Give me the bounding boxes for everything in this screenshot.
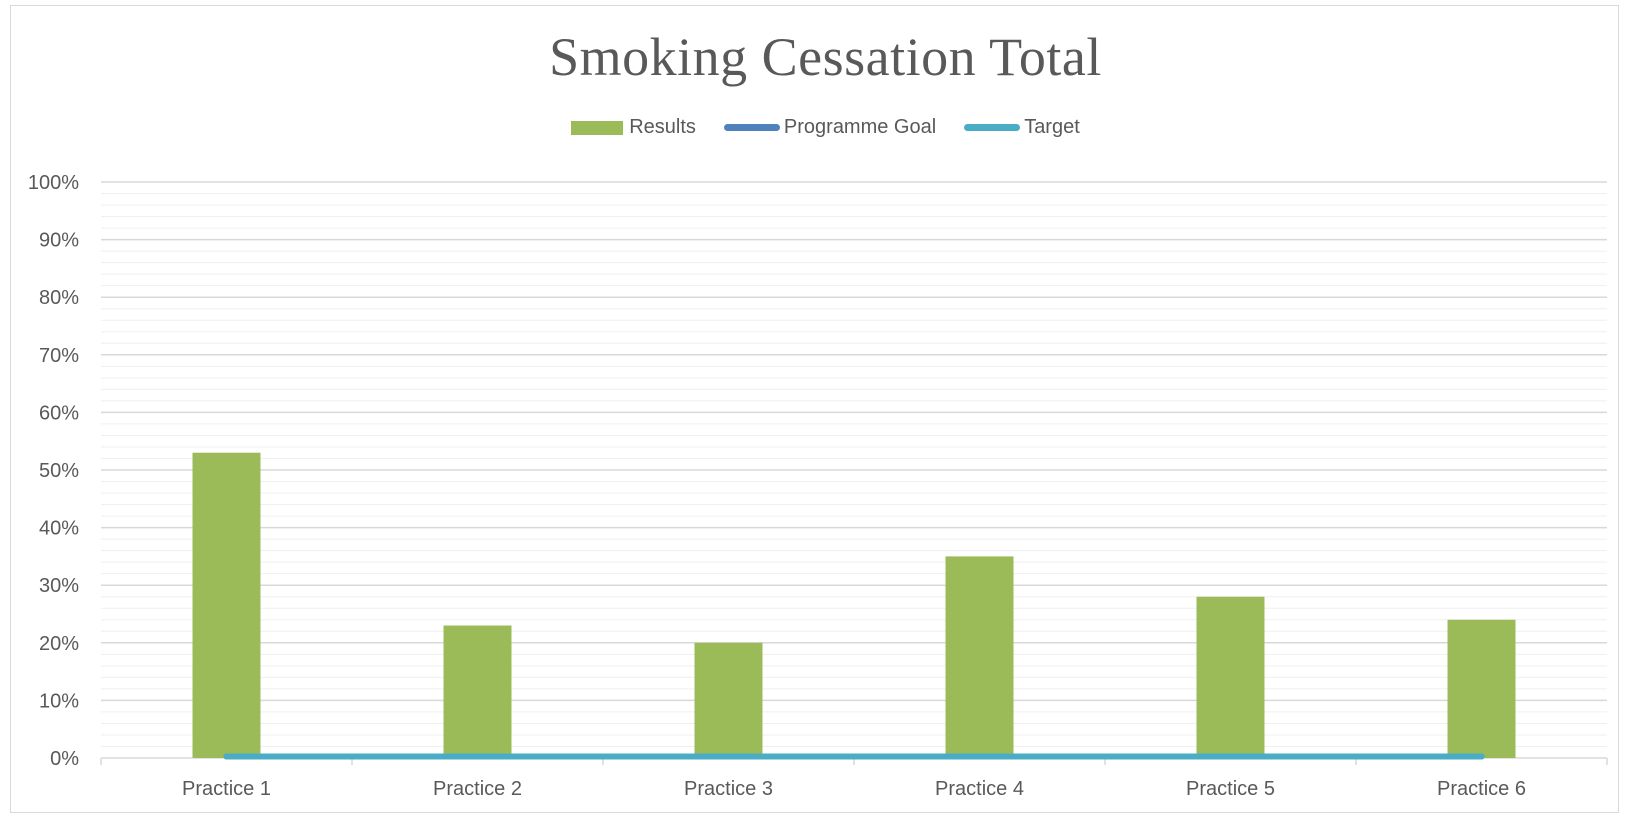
legend-item-programme-goal[interactable]: Programme Goal bbox=[723, 116, 937, 139]
bar-3 bbox=[694, 642, 763, 758]
y-tick-label: 50% bbox=[39, 460, 79, 482]
bar-6 bbox=[1447, 619, 1516, 758]
x-tick-label: Practice 4 bbox=[935, 778, 1024, 800]
x-tick-label: Practice 2 bbox=[433, 778, 522, 800]
y-tick-label: 30% bbox=[39, 575, 79, 597]
legend-item-results[interactable]: Results bbox=[571, 116, 696, 139]
legend-swatch-target bbox=[964, 124, 1021, 131]
x-tick-label: Practice 5 bbox=[1186, 778, 1275, 800]
legend-label-programme-goal: Programme Goal bbox=[783, 116, 937, 138]
y-tick-label: 20% bbox=[39, 633, 79, 655]
y-tick-label: 70% bbox=[39, 345, 79, 367]
legend-swatch-results bbox=[571, 120, 624, 135]
chart-title: Smoking Cessation Total bbox=[549, 27, 1102, 87]
legend: Results Programme Goal Target bbox=[0, 116, 1631, 139]
bar-2 bbox=[443, 625, 512, 758]
y-tick-label: 90% bbox=[39, 230, 79, 252]
legend-swatch-programme-goal bbox=[723, 124, 780, 131]
bar-1 bbox=[192, 452, 261, 758]
y-tick-label: 0% bbox=[50, 748, 79, 770]
chart-frame bbox=[10, 5, 1619, 813]
bar-4 bbox=[945, 556, 1014, 758]
y-tick-label: 10% bbox=[39, 690, 79, 712]
x-tick-label: Practice 3 bbox=[684, 778, 773, 800]
x-tick-label: Practice 6 bbox=[1437, 778, 1526, 800]
y-tick-label: 80% bbox=[39, 287, 79, 309]
legend-label-target: Target bbox=[1024, 116, 1080, 138]
legend-item-target[interactable]: Target bbox=[964, 116, 1080, 139]
legend-label-results: Results bbox=[629, 116, 696, 138]
y-tick-label: 40% bbox=[39, 518, 79, 540]
bar-5 bbox=[1196, 596, 1265, 758]
y-tick-label: 100% bbox=[28, 172, 79, 194]
y-tick-label: 60% bbox=[39, 402, 79, 424]
x-tick-label: Practice 1 bbox=[182, 778, 271, 800]
